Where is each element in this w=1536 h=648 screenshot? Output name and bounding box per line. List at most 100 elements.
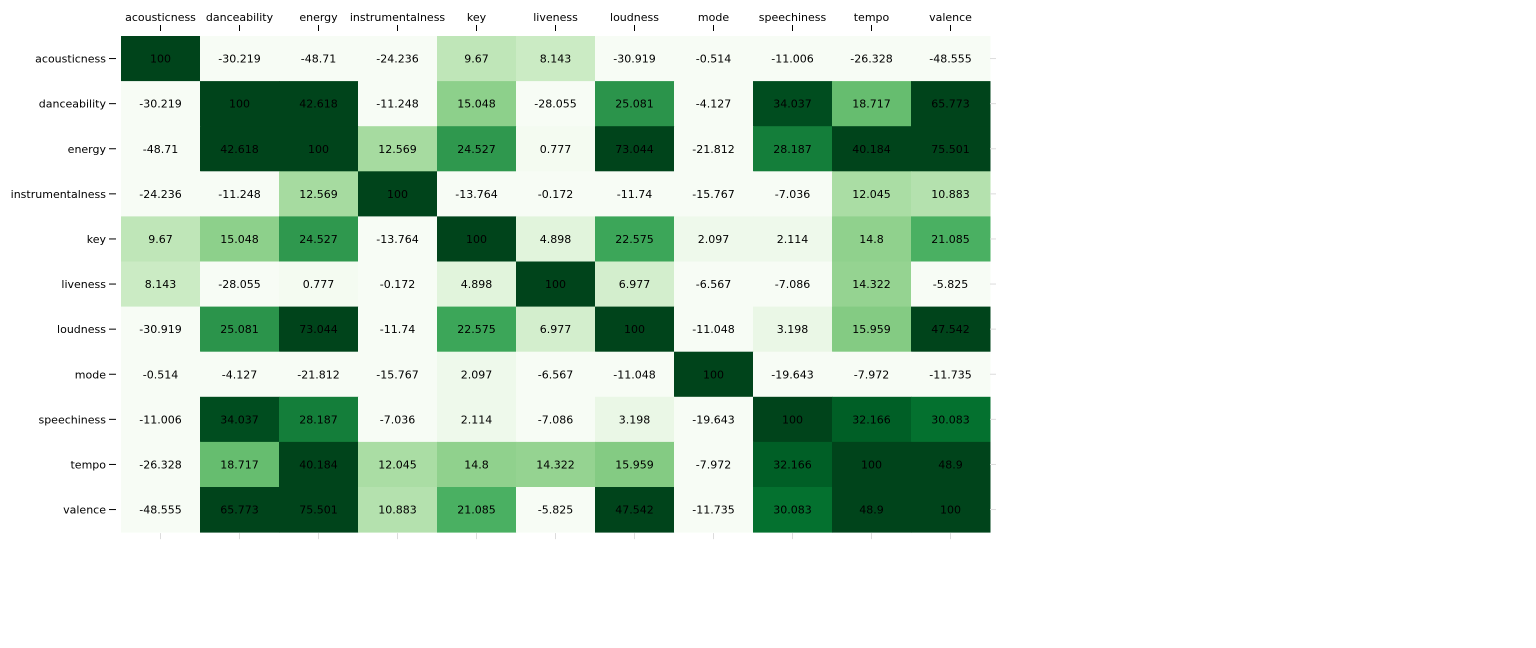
cell-value-label: 47.542 [931,323,970,336]
cell-value-label: 25.081 [220,323,259,336]
heatmap-cell-tempo-liveness [516,441,596,488]
heatmap-cell-mode-key [437,351,517,398]
y-tick-label-danceability: danceability [39,98,107,111]
heatmap-cell-speechiness-energy [279,396,359,443]
heatmap-cell-danceability-instrumentalness [358,81,438,127]
heatmap-cell-speechiness-key [437,396,517,443]
heatmap-cell-acousticness-loudness [595,36,675,82]
heatmap-cell-key-liveness [516,216,596,262]
cell-value-label: 30.083 [773,504,812,517]
cell-value-label: 2.097 [698,233,730,246]
cell-value-label: 12.045 [852,188,891,201]
cell-value-label: -30.219 [139,98,181,111]
cell-value-label: -48.71 [143,143,178,156]
heatmap-cell-danceability-liveness [516,81,596,127]
cell-value-label: 4.898 [461,278,493,291]
cell-value-label: -19.643 [692,413,734,426]
heatmap-cell-instrumentalness-danceability [200,171,280,217]
cell-value-label: 100 [387,188,408,201]
cell-value-label: 22.575 [457,323,496,336]
cell-value-label: 73.044 [615,143,654,156]
cell-value-label: 21.085 [931,233,970,246]
heatmap-cell-mode-liveness [516,351,596,398]
heatmap-cell-liveness-energy [279,261,359,308]
cell-value-label: 48.9 [859,504,884,517]
heatmap-cell-key-valence [911,216,991,262]
heatmap-cell-instrumentalness-instrumentalness [358,171,438,217]
heatmap-cell-loudness-acousticness [121,306,201,353]
heatmap-cell-danceability-valence [911,81,991,127]
cell-value-label: 22.575 [615,233,654,246]
y-tick-label-energy: energy [68,143,107,156]
heatmap-cell-mode-tempo [832,351,912,398]
heatmap-cell-energy-speechiness [753,126,833,172]
x-tick-label-tempo: tempo [854,11,890,24]
heatmap-cell-loudness-tempo [832,306,912,353]
cell-value-label: 65.773 [220,504,259,517]
heatmap-cell-key-loudness [595,216,675,262]
cell-value-label: 47.542 [615,504,654,517]
heatmap-cell-speechiness-valence [911,396,991,443]
heatmap-cell-loudness-instrumentalness [358,306,438,353]
heatmap-cell-liveness-danceability [200,261,280,308]
cell-value-label: -28.055 [218,278,260,291]
cell-value-label: 32.166 [852,413,891,426]
heatmap-cell-instrumentalness-tempo [832,171,912,217]
cell-value-label: -19.643 [771,368,813,381]
heatmap-cell-key-instrumentalness [358,216,438,262]
heatmap-cell-speechiness-liveness [516,396,596,443]
heatmap-cell-liveness-loudness [595,261,675,308]
heatmap-cell-tempo-tempo [832,441,912,488]
cell-value-label: -28.055 [534,98,576,111]
heatmap-cell-valence-danceability [200,487,280,533]
heatmap-cell-liveness-instrumentalness [358,261,438,308]
heatmap-cell-key-acousticness [121,216,201,262]
heatmap-cell-loudness-loudness [595,306,675,353]
cell-value-label: 0.777 [303,278,335,291]
heatmap-cell-loudness-speechiness [753,306,833,353]
x-tick-label-energy: energy [299,11,338,24]
heatmap-cell-key-danceability [200,216,280,262]
heatmap-cell-valence-valence [911,487,991,533]
heatmap-cell-key-energy [279,216,359,262]
cell-value-label: 12.569 [378,143,417,156]
heatmap-cell-speechiness-tempo [832,396,912,443]
cell-value-label: 28.187 [299,413,338,426]
cell-value-label: 25.081 [615,98,654,111]
cell-value-label: 42.618 [299,98,338,111]
cell-value-label: -26.328 [139,458,181,471]
cell-value-label: 9.67 [148,233,173,246]
heatmap-cell-mode-mode [674,351,754,398]
cell-value-label: 14.322 [536,458,575,471]
heatmap-cell-energy-key [437,126,517,172]
heatmap-cell-loudness-valence [911,306,991,353]
y-tick-label-liveness: liveness [61,278,106,291]
heatmap-cell-danceability-mode [674,81,754,127]
heatmap-cell-acousticness-liveness [516,36,596,82]
cell-value-label: -13.764 [376,233,418,246]
heatmap-cell-speechiness-instrumentalness [358,396,438,443]
cell-value-label: 8.143 [540,53,572,66]
cell-value-label: 100 [782,413,803,426]
cell-value-label: 12.045 [378,458,417,471]
cell-value-label: 48.9 [938,458,963,471]
cell-value-label: -11.006 [771,53,813,66]
cell-value-label: 2.114 [461,413,493,426]
heatmap-cell-tempo-key [437,441,517,488]
heatmap-cell-liveness-tempo [832,261,912,308]
cell-value-label: -7.972 [854,368,889,381]
cell-value-label: -24.236 [376,53,418,66]
cell-value-label: -48.555 [929,53,971,66]
heatmap-cell-tempo-instrumentalness [358,441,438,488]
heatmap-cell-mode-energy [279,351,359,398]
y-tick-label-acousticness: acousticness [35,53,106,66]
cell-value-label: 100 [308,143,329,156]
cell-value-label: 75.501 [931,143,970,156]
x-tick-label-liveness: liveness [533,11,578,24]
heatmap-cell-energy-tempo [832,126,912,172]
heatmap-cell-acousticness-instrumentalness [358,36,438,82]
cell-value-label: 100 [545,278,566,291]
cell-value-label: -7.086 [775,278,810,291]
x-tick-label-danceability: danceability [206,11,274,24]
y-tick-label-loudness: loudness [57,323,106,336]
